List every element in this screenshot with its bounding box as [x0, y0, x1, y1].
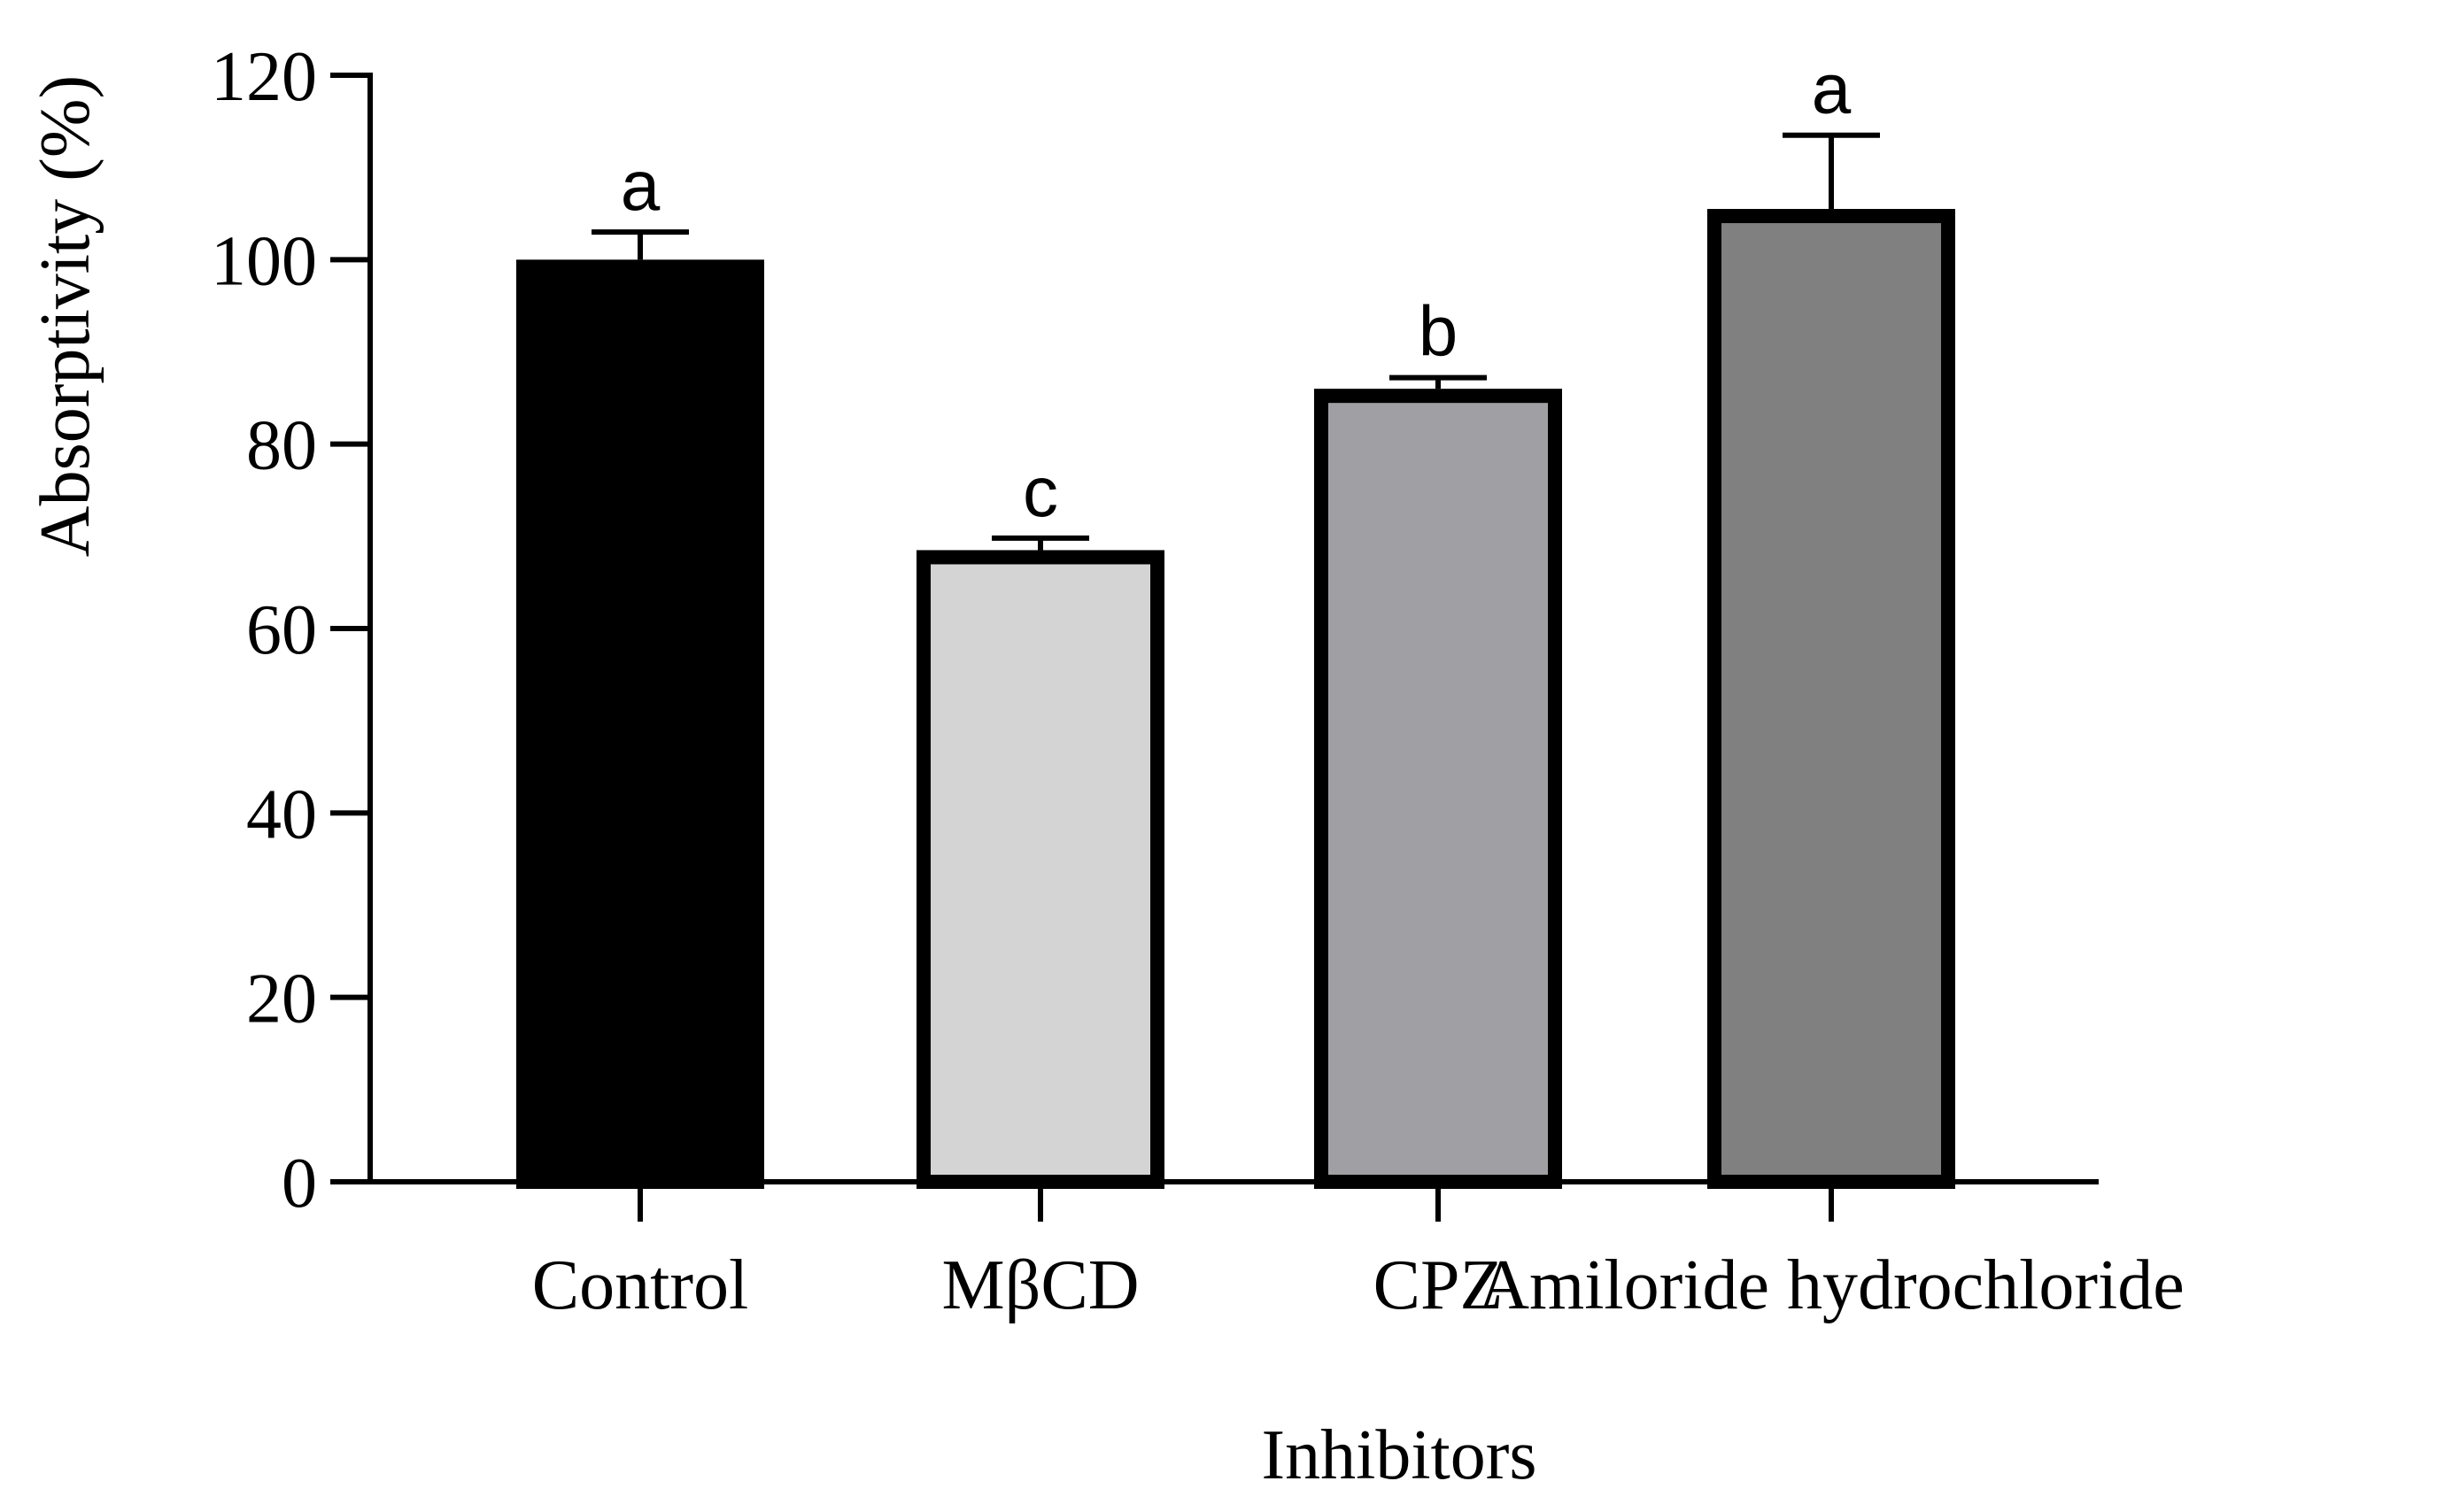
bar: [1314, 389, 1562, 1189]
x-axis-title: Inhibitors: [1261, 1416, 1536, 1494]
y-tick-label: 60: [246, 591, 317, 669]
bar: [917, 550, 1164, 1189]
x-tick-label: MβCD: [942, 1246, 1140, 1324]
x-tick-label: CPZ: [1373, 1246, 1504, 1324]
y-tick-label: 20: [246, 960, 317, 1038]
x-tick-label: Control: [532, 1246, 748, 1324]
y-tick-label: 80: [246, 407, 317, 485]
significance-label: a: [621, 146, 661, 225]
bar: [1707, 209, 1955, 1190]
bar: [516, 259, 764, 1189]
y-tick-label: 100: [211, 222, 317, 300]
y-ticks: 0 20 40 60 80 100 120: [211, 38, 370, 1223]
bars: a c b a: [516, 50, 1955, 1190]
x-tick-label: Amiloride hydrochloride: [1478, 1246, 2185, 1324]
y-axis-title: Absorptivity (%): [27, 75, 104, 557]
y-tick-label: 40: [246, 775, 317, 853]
y-tick-label: 0: [282, 1145, 317, 1223]
significance-label: a: [1812, 50, 1852, 128]
significance-label: c: [1023, 452, 1058, 531]
y-tick-label: 120: [211, 38, 317, 116]
significance-label: b: [1419, 292, 1458, 371]
